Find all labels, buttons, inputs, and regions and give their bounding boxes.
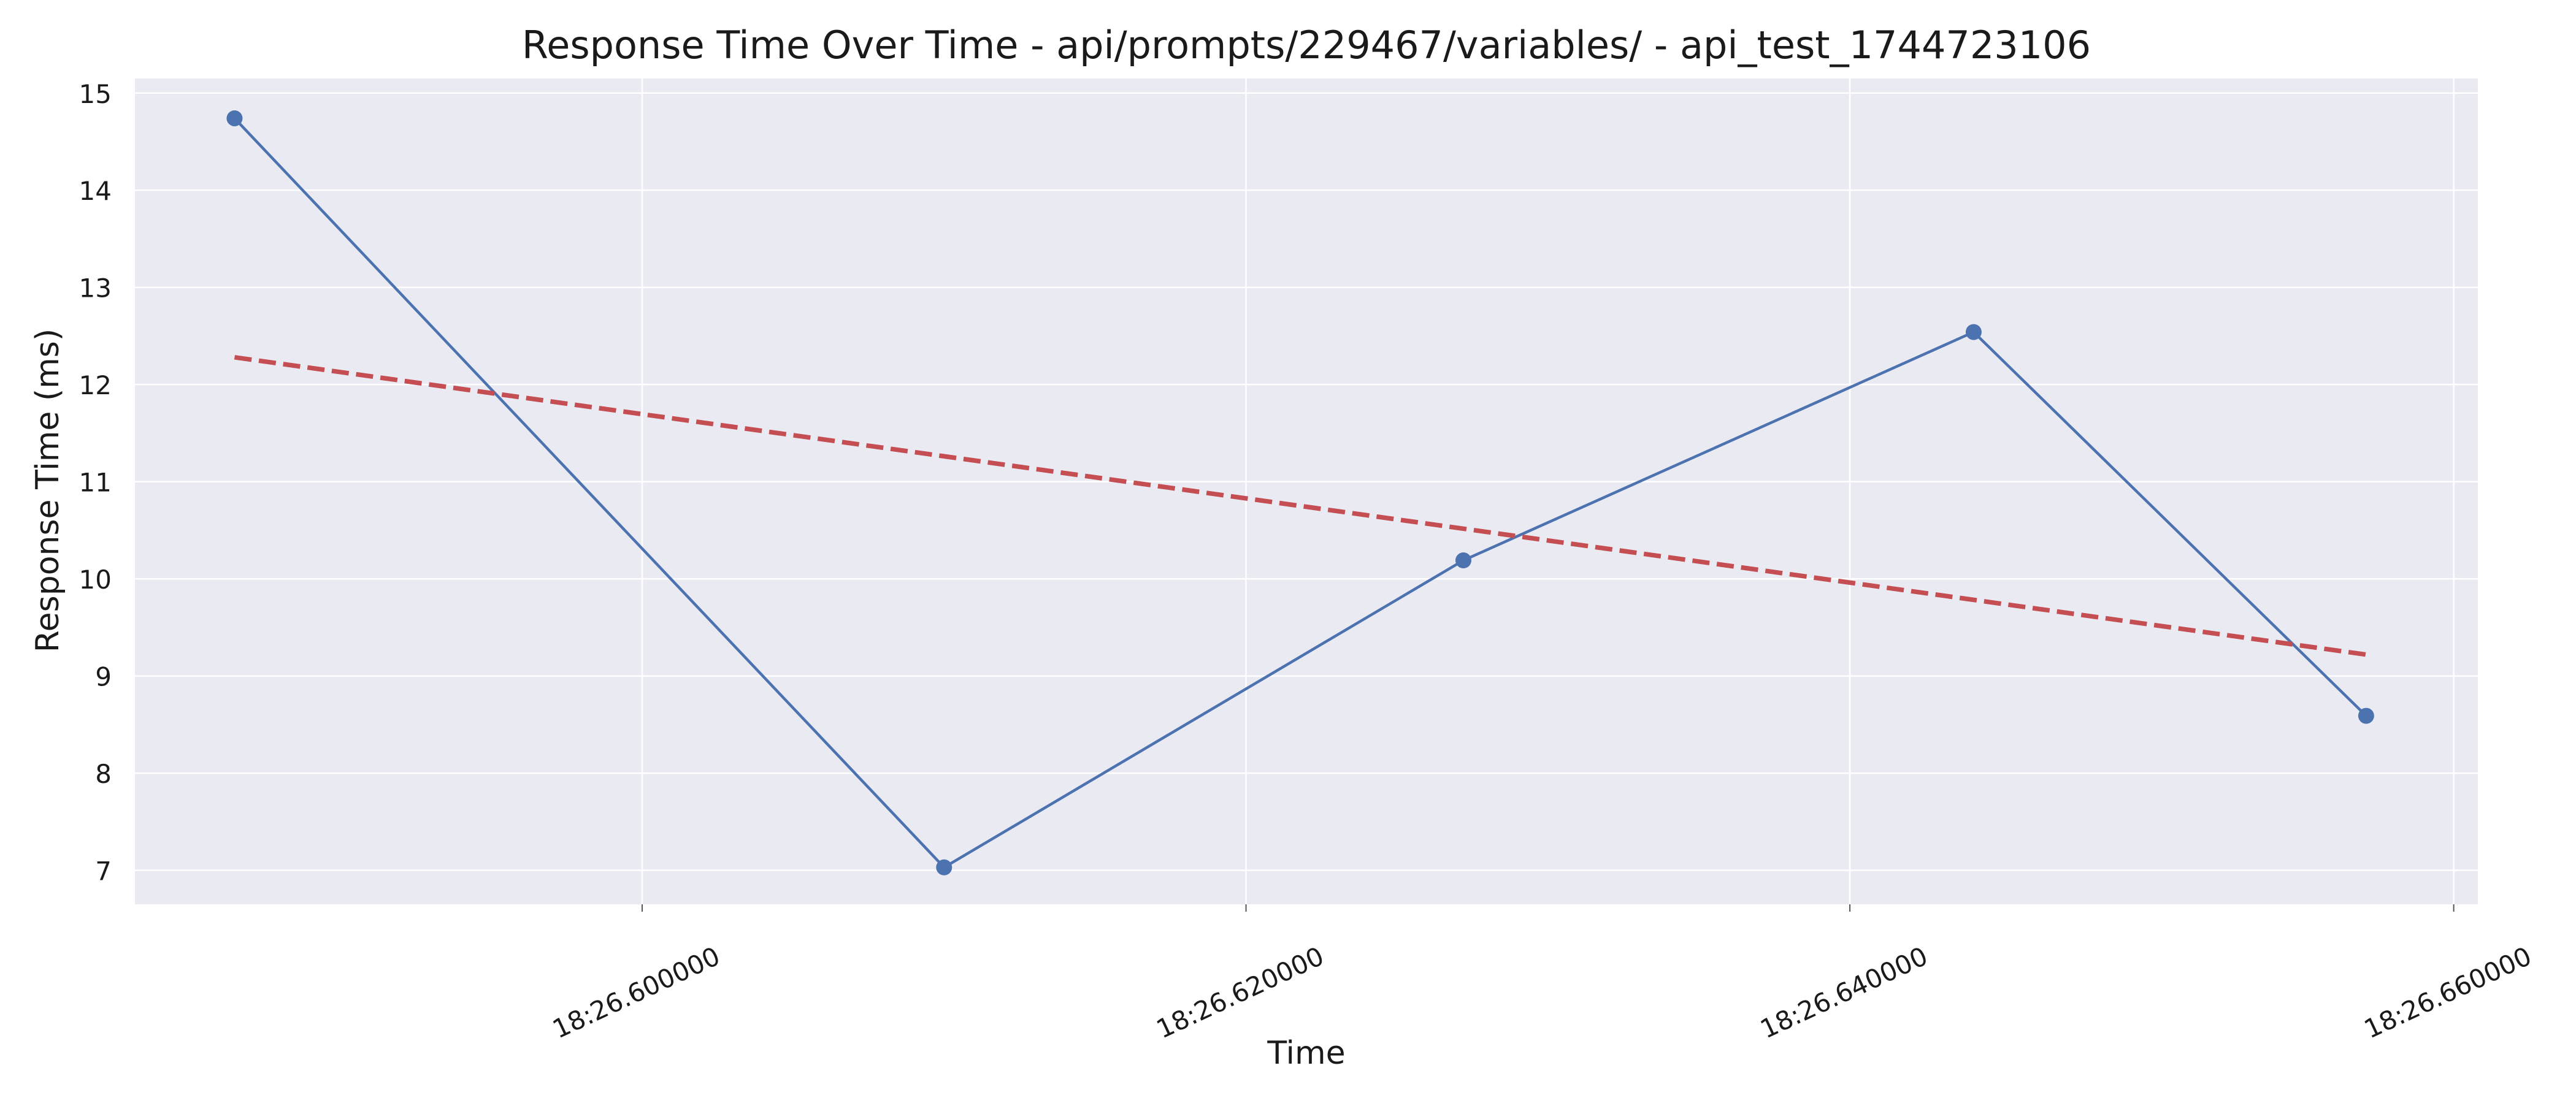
data-point <box>936 859 953 875</box>
data-point <box>226 110 243 126</box>
chart-title: Response Time Over Time - api/prompts/22… <box>522 23 2091 67</box>
y-tick-label: 10 <box>79 565 112 595</box>
y-tick-label: 7 <box>95 856 112 887</box>
y-tick-label: 8 <box>95 759 112 789</box>
y-tick-label: 14 <box>79 176 112 206</box>
x-tick-label: 18:26.600000 <box>548 941 724 1045</box>
series-layer <box>226 110 2374 875</box>
grid-layer <box>135 78 2478 904</box>
x-axis-label: Time <box>1267 1035 1345 1072</box>
y-axis-label: Response Time (ms) <box>29 329 66 652</box>
y-tick-label: 13 <box>79 273 112 303</box>
x-tick-label: 18:26.660000 <box>2359 941 2536 1045</box>
y-tick-label: 9 <box>95 662 112 692</box>
y-tick-label: 12 <box>79 370 112 400</box>
plot-area <box>135 78 2478 904</box>
data-point <box>2358 707 2374 724</box>
y-tick-label: 15 <box>79 79 112 109</box>
data-point <box>1455 552 1471 569</box>
data-point <box>1965 324 1982 340</box>
x-tick-label: 18:26.640000 <box>1755 941 1932 1045</box>
x-tick-label: 18:26.620000 <box>1152 941 1328 1045</box>
y-tick-label: 11 <box>79 468 112 498</box>
trend-line <box>234 355 2367 657</box>
